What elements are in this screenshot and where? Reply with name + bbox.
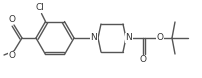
- Text: O: O: [156, 33, 163, 43]
- Text: N: N: [90, 33, 97, 43]
- Text: O: O: [8, 51, 15, 61]
- Text: O: O: [139, 56, 146, 65]
- Text: N: N: [125, 33, 132, 43]
- Text: Cl: Cl: [35, 3, 44, 12]
- Text: O: O: [8, 15, 15, 23]
